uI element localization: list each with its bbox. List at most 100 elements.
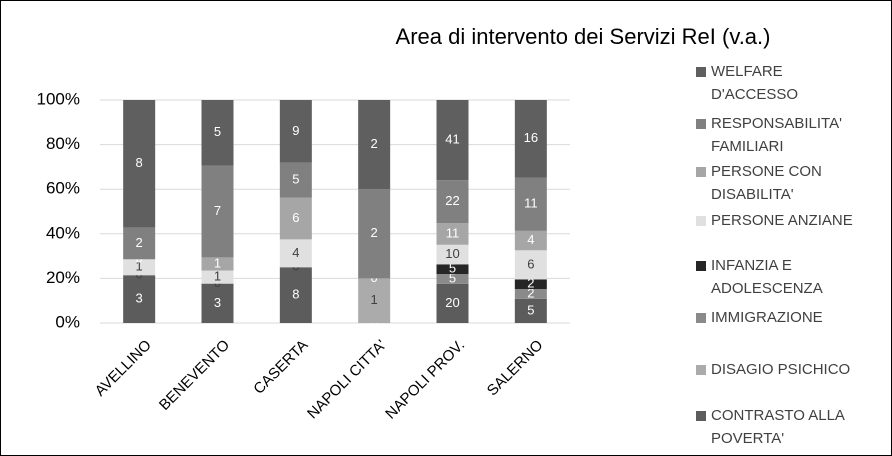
bar-segment bbox=[201, 257, 234, 271]
data-label: 5 bbox=[214, 124, 221, 139]
legend-item: IMMIGRAZIONE bbox=[696, 306, 892, 329]
data-label: 2 bbox=[371, 136, 378, 151]
y-tick-label: 100% bbox=[37, 89, 80, 108]
bar-segment bbox=[358, 189, 391, 279]
bar-segment bbox=[123, 259, 156, 276]
bar-segment bbox=[279, 267, 312, 323]
data-label: 4 bbox=[292, 245, 299, 260]
data-label: 1 bbox=[214, 255, 221, 270]
bar-segment bbox=[279, 239, 312, 268]
data-label: 5 bbox=[292, 172, 299, 187]
bar-segment bbox=[436, 283, 469, 323]
data-label: 8 bbox=[136, 155, 143, 170]
data-label: 10 bbox=[445, 246, 459, 261]
data-label: 7 bbox=[214, 203, 221, 218]
legend-swatch bbox=[696, 119, 706, 129]
data-label: 5 bbox=[527, 302, 534, 317]
data-label: 1 bbox=[136, 259, 143, 274]
x-tick-label: SALERNO bbox=[484, 337, 547, 400]
legend-item: CONTRASTO ALLA POVERTA' bbox=[696, 404, 861, 450]
bar-segment bbox=[123, 100, 156, 228]
y-tick-label: 20% bbox=[46, 268, 80, 287]
data-label: 6 bbox=[292, 210, 299, 225]
bar-segment bbox=[279, 197, 312, 240]
legend-label: DISAGIO PSICHICO bbox=[711, 361, 851, 378]
legend-label: INFANZIA E ADOLESCENZA bbox=[711, 257, 823, 297]
data-label: 3 bbox=[136, 291, 143, 306]
legend-swatch bbox=[696, 313, 706, 323]
legend-label: WELFARE D'ACCESSO bbox=[711, 63, 799, 103]
legend-label: IMMIGRAZIONE bbox=[711, 309, 823, 326]
chart-title: Area di intervento dei Servizi ReI (v.a.… bbox=[396, 24, 771, 49]
bar-segment bbox=[436, 264, 469, 275]
bar-segment bbox=[123, 227, 156, 260]
data-label: 11 bbox=[446, 225, 460, 240]
data-label: 1 bbox=[214, 269, 221, 284]
legend-item: PERSONE CON DISABILITA' bbox=[696, 160, 861, 206]
bar-segment bbox=[201, 100, 234, 166]
bar-segment bbox=[436, 274, 469, 284]
bar-segment bbox=[201, 165, 234, 258]
y-tick-label: 60% bbox=[46, 179, 80, 198]
data-label: 1 bbox=[371, 292, 378, 307]
legend-swatch bbox=[696, 167, 706, 177]
data-label: 9 bbox=[292, 123, 299, 138]
bar-segment bbox=[201, 270, 234, 284]
bar-segment bbox=[279, 100, 312, 163]
bar-segment bbox=[514, 279, 547, 290]
data-label: 20 bbox=[445, 295, 459, 310]
y-tick-label: 80% bbox=[46, 134, 80, 153]
legend-swatch bbox=[696, 411, 706, 421]
data-label: 16 bbox=[524, 130, 538, 145]
legend-label: PERSONE ANZIANE bbox=[711, 212, 853, 229]
x-tick-label: AVELLINO bbox=[92, 337, 155, 400]
bar-segment bbox=[436, 244, 469, 265]
y-tick-label: 40% bbox=[46, 223, 80, 242]
bar-segment bbox=[436, 180, 469, 224]
legend-label: PERSONE CON DISABILITA' bbox=[711, 163, 822, 203]
bar-segment bbox=[514, 100, 547, 178]
data-label: 3 bbox=[214, 295, 221, 310]
legend-item: PERSONE ANZIANE bbox=[696, 209, 892, 232]
x-tick-label: NAPOLI PROV. bbox=[382, 337, 468, 423]
data-label: 2 bbox=[527, 285, 534, 300]
y-tick-label: 0% bbox=[55, 312, 80, 331]
data-label: 2 bbox=[136, 235, 143, 250]
data-label: 2 bbox=[371, 225, 378, 240]
legend-label: CONTRASTO ALLA POVERTA' bbox=[711, 407, 845, 447]
data-label: 22 bbox=[445, 193, 459, 208]
bar-segment bbox=[514, 177, 547, 231]
bar-segment bbox=[514, 289, 547, 299]
legend-item: RESPONSABILITA' FAMILIARI bbox=[696, 112, 861, 158]
bar-segment bbox=[123, 275, 156, 323]
legend-swatch bbox=[696, 261, 706, 271]
x-tick-label: BENEVENTO bbox=[156, 337, 233, 414]
bar-segment bbox=[436, 223, 469, 245]
legend-swatch bbox=[696, 365, 706, 375]
bar-segment bbox=[279, 162, 312, 198]
bar-segment bbox=[514, 298, 547, 323]
legend-swatch bbox=[696, 216, 706, 226]
bar-segment bbox=[358, 278, 391, 323]
data-label: 6 bbox=[527, 256, 534, 271]
legend-item: WELFARE D'ACCESSO bbox=[696, 60, 861, 106]
legend-item: DISAGIO PSICHICO bbox=[696, 358, 892, 381]
data-label: 11 bbox=[524, 196, 538, 211]
x-tick-label: CASERTA bbox=[250, 337, 311, 398]
bar-segment bbox=[514, 230, 547, 251]
data-label: 5 bbox=[449, 261, 456, 276]
bar-segment bbox=[358, 100, 391, 190]
data-label: 41 bbox=[445, 132, 459, 147]
bar-segment bbox=[201, 283, 234, 323]
legend-label: RESPONSABILITA' FAMILIARI bbox=[711, 115, 842, 155]
legend-swatch bbox=[696, 67, 706, 77]
data-label: 5 bbox=[449, 270, 456, 285]
x-tick-label: NAPOLI CITTA' bbox=[304, 337, 390, 423]
data-label: 8 bbox=[292, 287, 299, 302]
data-label: 2 bbox=[527, 276, 534, 291]
bar-segment bbox=[514, 250, 547, 280]
legend-item: INFANZIA E ADOLESCENZA bbox=[696, 254, 861, 300]
data-label: 4 bbox=[527, 232, 534, 247]
